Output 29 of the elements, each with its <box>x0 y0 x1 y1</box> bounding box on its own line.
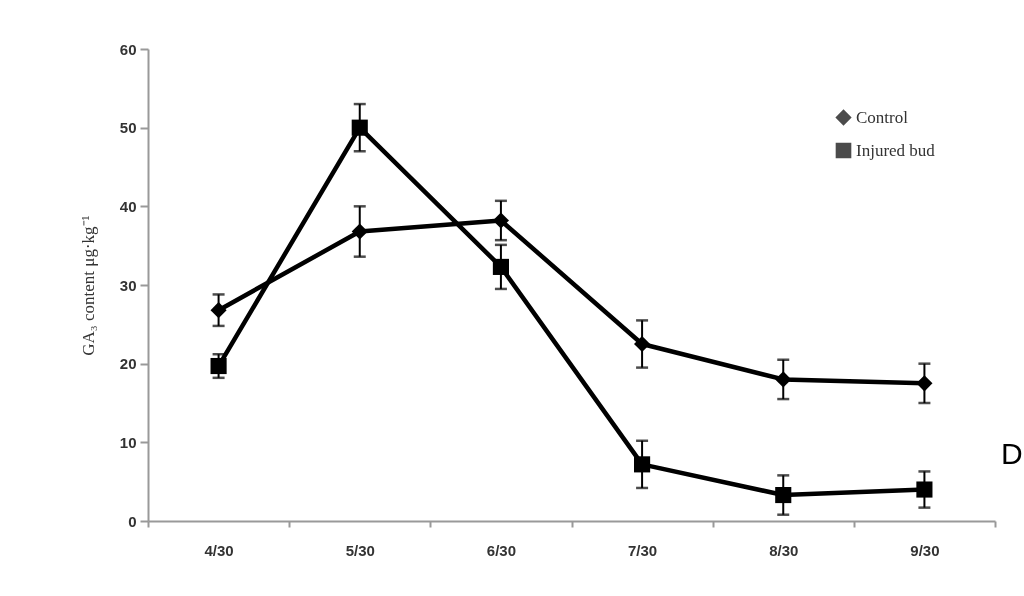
x-tick-label: 8/30 <box>769 541 799 559</box>
x-tick-label: 7/30 <box>627 541 658 559</box>
point <box>210 302 227 319</box>
y-tick-label: 40 <box>119 197 137 215</box>
point <box>775 486 792 504</box>
y-tick-label: 50 <box>119 119 137 137</box>
y-tick-label: 10 <box>119 433 137 451</box>
x-tick-label: 4/30 <box>204 541 234 559</box>
y-tick-label: 20 <box>119 355 137 373</box>
point <box>351 223 368 240</box>
legend-label: Control <box>856 107 909 127</box>
point <box>492 212 509 229</box>
y-tick-label: 60 <box>119 40 137 58</box>
point <box>210 357 227 375</box>
point <box>916 481 933 498</box>
y-tick-label: 30 <box>119 276 137 294</box>
x-tick-label: 5/30 <box>345 541 375 559</box>
point <box>775 371 792 388</box>
y-axis-title: GA₃ content μg·kg⁻¹ <box>78 215 98 356</box>
y-tick-label: 0 <box>128 512 137 530</box>
x-tick-label: 9/30 <box>910 541 940 559</box>
point <box>916 375 933 392</box>
point <box>634 456 651 473</box>
x-tick-label: 6/30 <box>486 541 517 559</box>
point <box>492 258 509 275</box>
text: D <box>1001 436 1023 470</box>
legend-label: Injured bud <box>856 140 936 160</box>
point <box>634 335 651 353</box>
point <box>351 119 368 136</box>
